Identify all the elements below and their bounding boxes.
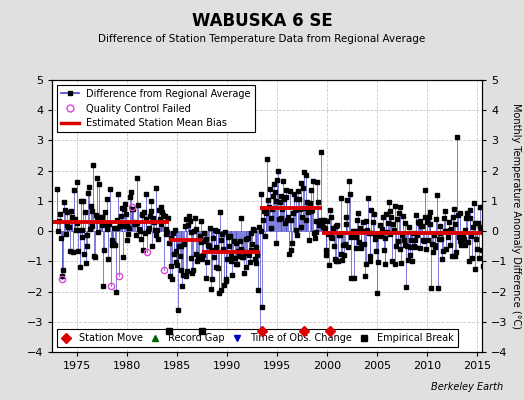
Legend: Station Move, Record Gap, Time of Obs. Change, Empirical Break: Station Move, Record Gap, Time of Obs. C… — [57, 329, 457, 347]
Text: WABUSKA 6 SE: WABUSKA 6 SE — [192, 12, 332, 30]
Y-axis label: Monthly Temperature Anomaly Difference (°C): Monthly Temperature Anomaly Difference (… — [511, 103, 521, 329]
Text: Berkeley Earth: Berkeley Earth — [431, 382, 503, 392]
Text: Difference of Station Temperature Data from Regional Average: Difference of Station Temperature Data f… — [99, 34, 425, 44]
